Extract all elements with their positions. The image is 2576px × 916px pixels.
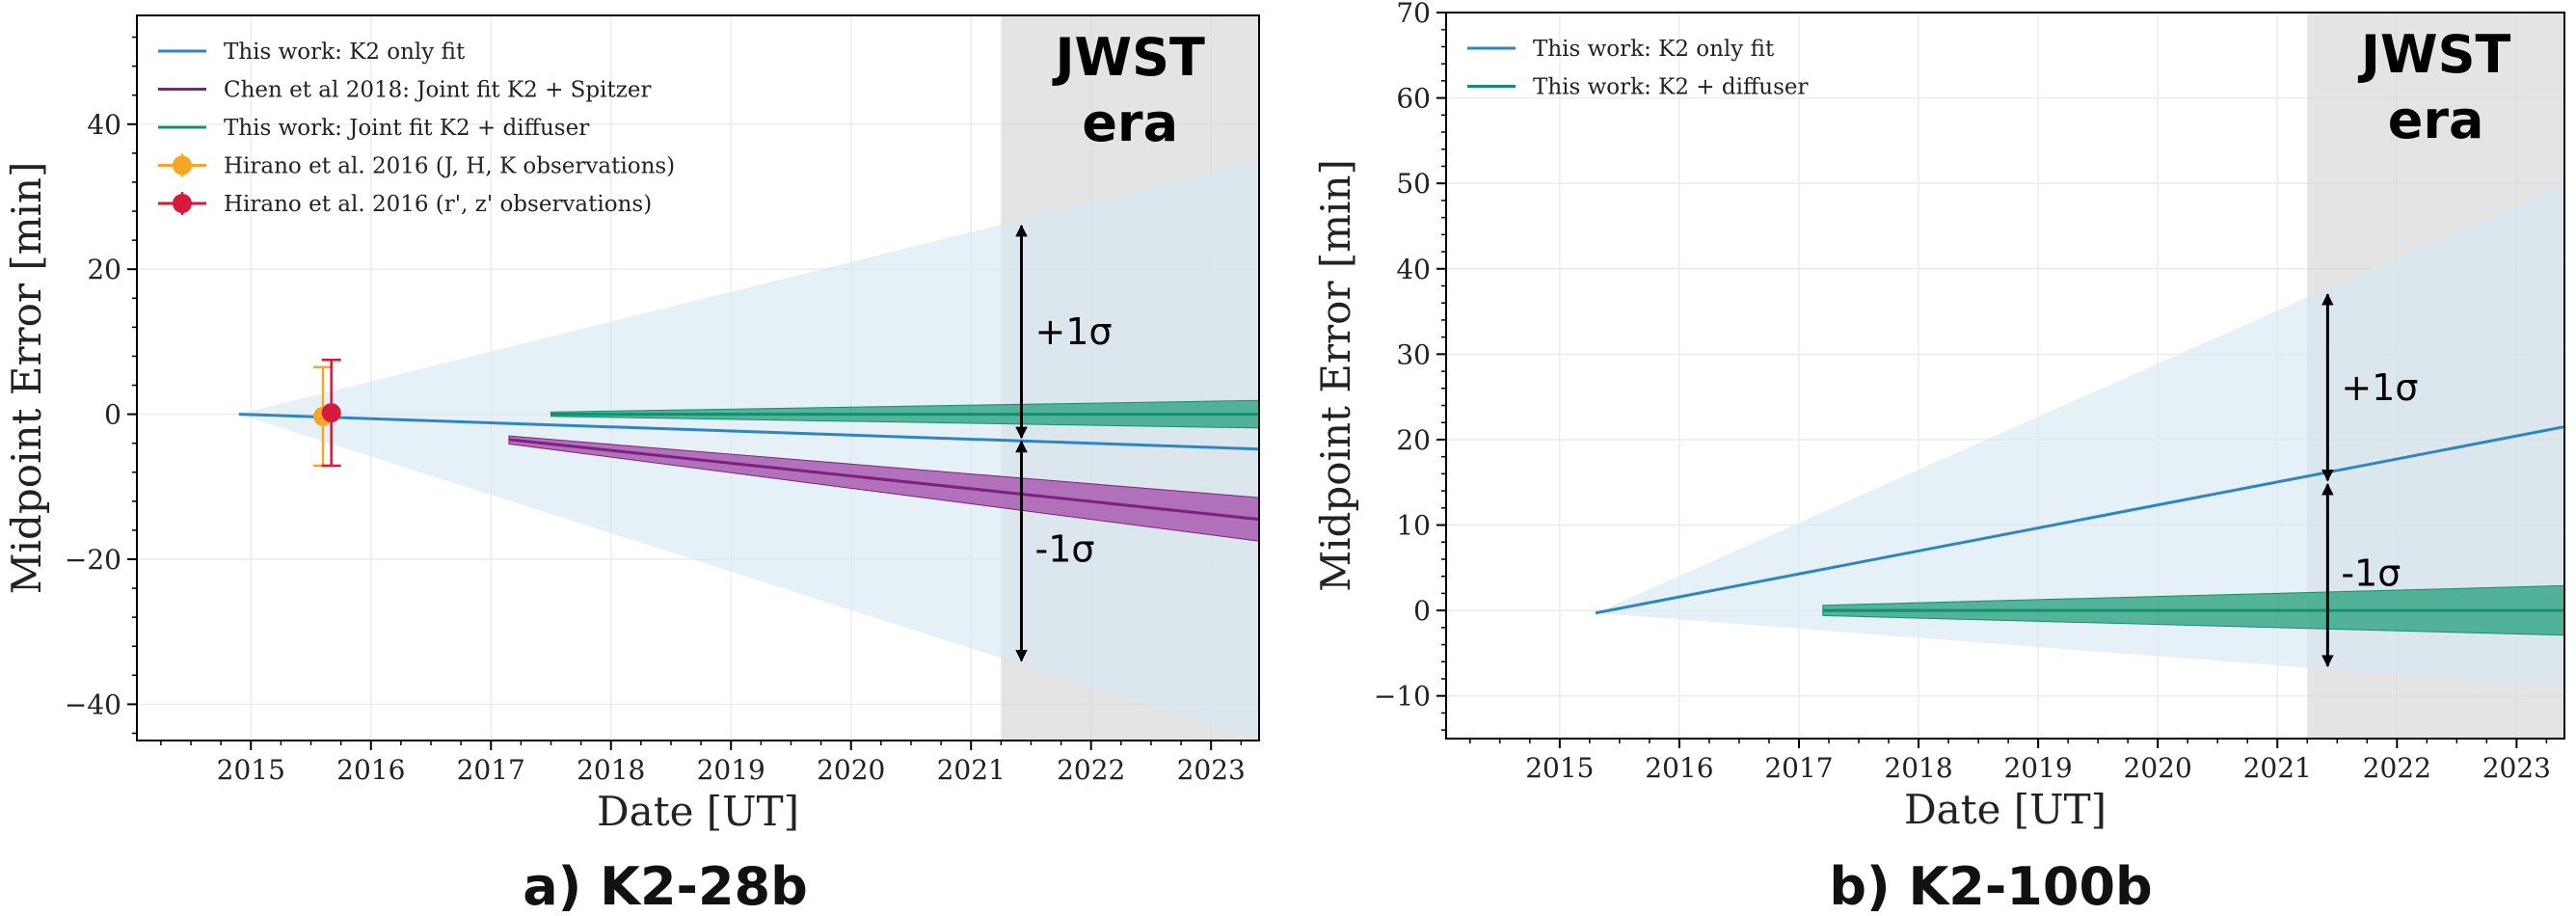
x-tick-label: 2019 (2003, 752, 2072, 784)
jwst-era-label: JWST (1051, 27, 1205, 88)
y-tick-label: 0 (1413, 595, 1431, 627)
legend-label: Hirano et al. 2016 (r', z' observations) (224, 192, 652, 217)
plus-sigma-label: +1σ (2341, 366, 2418, 409)
x-tick-label: 2017 (457, 754, 525, 786)
y-tick-label: 50 (1396, 168, 1431, 200)
panel-caption: b) K2-100b (1829, 856, 2152, 916)
x-tick-label: 2016 (1645, 752, 1713, 784)
plus-sigma-label: +1σ (1035, 310, 1113, 353)
uncertainty-band (238, 160, 1259, 741)
y-tick-label: −40 (65, 688, 121, 720)
series-line (238, 413, 1259, 451)
x-tick-label: 2021 (2243, 752, 2312, 784)
x-tick-label: 2017 (1764, 752, 1833, 784)
minus-sigma-label: -1σ (1035, 528, 1095, 571)
panel-caption: a) K2-28b (523, 856, 808, 916)
jwst-era-label: JWST (2357, 24, 2511, 85)
x-tick-label: 2018 (1884, 752, 1952, 784)
y-tick-label: 30 (1396, 338, 1431, 370)
x-tick-label: 2020 (2124, 752, 2192, 784)
x-tick-label: 2022 (1057, 754, 1125, 786)
x-axis-label: Date [UT] (1904, 786, 2106, 833)
axes-frame (1445, 12, 2565, 740)
y-tick-label: −10 (1374, 681, 1431, 713)
legend-label: This work: Joint fit K2 + diffuser (224, 116, 589, 141)
minus-sigma-label: -1σ (2341, 552, 2401, 594)
x-tick-label: 2016 (336, 754, 405, 786)
legend: This work: K2 only fit Chen et al 2018: J… (158, 40, 675, 217)
y-tick-label: 0 (104, 399, 121, 431)
series-line (1595, 425, 2564, 615)
y-tick-label: −20 (65, 544, 121, 576)
legend-label: This work: K2 only fit (224, 40, 466, 65)
uncertainty-band (508, 435, 1259, 542)
x-tick-label: 2020 (817, 754, 885, 786)
x-tick-label: 2023 (2482, 752, 2551, 784)
jwst-era-label: era (1082, 93, 1178, 153)
x-tick-label: 2019 (697, 754, 765, 786)
y-tick-label: 40 (1396, 254, 1431, 285)
axes-frame (136, 14, 1260, 741)
y-tick-label: 20 (1396, 424, 1431, 456)
y-tick-label: 60 (1396, 83, 1431, 115)
legend-label: Chen et al 2018: Joint fit K2 + Spitzer (224, 78, 651, 103)
series-line (508, 438, 1259, 522)
legend: This work: K2 only fit This work: K2 + di… (1467, 37, 1809, 100)
data-point (321, 403, 341, 423)
y-tick-label: 10 (1396, 510, 1431, 542)
x-tick-label: 2023 (1177, 754, 1246, 786)
x-tick-label: 2015 (217, 754, 285, 786)
x-tick-label: 2015 (1525, 752, 1594, 784)
y-axis-label: Midpoint Error [min] (3, 162, 50, 595)
y-axis-label: Midpoint Error [min] (1312, 159, 1359, 592)
legend-label: This work: K2 only fit (1533, 37, 1775, 62)
y-tick-label: 20 (87, 254, 121, 285)
x-axis-label: Date [UT] (597, 788, 799, 835)
legend-marker (173, 155, 192, 175)
legend-label: Hirano et al. 2016 (J, H, K observations… (224, 154, 675, 179)
x-tick-label: 2021 (937, 754, 1006, 786)
x-tick-label: 2018 (577, 754, 645, 786)
y-tick-label: 70 (1396, 0, 1431, 29)
plot-area (137, 15, 1259, 741)
jwst-era-label: era (2388, 90, 2484, 150)
x-tick-label: 2022 (2363, 752, 2431, 784)
legend-label: This work: K2 + diffuser (1533, 75, 1809, 100)
legend-marker (173, 194, 192, 213)
y-tick-label: 40 (87, 109, 121, 141)
